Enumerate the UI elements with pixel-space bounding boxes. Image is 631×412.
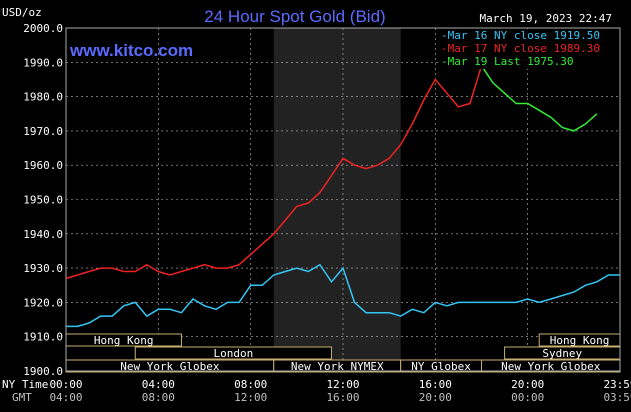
session-label: New York NYMEX — [291, 360, 384, 373]
session-bar — [134, 346, 332, 360]
x-tick-label-gmt: 00:00 — [511, 391, 544, 404]
y-tick-label: 1980.0 — [23, 91, 63, 104]
series-line — [66, 263, 620, 328]
x-tick-label-gmt: 04:00 — [49, 391, 82, 404]
y-tick-label: 1900.0 — [23, 365, 63, 378]
y-tick-label: 1950.0 — [23, 194, 63, 207]
gmt-label: GMT — [12, 391, 32, 404]
x-tick-label-gmt: 12:00 — [234, 391, 267, 404]
legend-entry: -Mar 17 NY close 1989.30 — [441, 42, 600, 55]
site-watermark: www.kitco.com — [69, 41, 193, 60]
session-label: Hong Kong — [94, 334, 154, 347]
y-tick-label: 1960.0 — [23, 159, 63, 172]
x-tick-label-ny: 16:00 — [419, 378, 452, 391]
x-axis-ticks: 00:0004:0004:0008:0008:0012:0012:0016:00… — [49, 378, 631, 404]
y-axis-ticks: 2000.0 1990.0 1980.0 1970.0 1960.0 1950.0 1940… — [23, 22, 63, 378]
session-label: New York Globex — [120, 360, 220, 373]
y-tick-label: 1930.0 — [23, 262, 63, 275]
y-tick-label: 1990.0 — [23, 56, 63, 69]
x-tick-label-ny: 23:59 — [603, 378, 631, 391]
legend-entry: -Mar 16 NY close 1919.50 — [441, 29, 600, 42]
series-line — [480, 65, 598, 132]
chart-title: 24 Hour Spot Gold (Bid) — [204, 7, 385, 26]
x-tick-label-gmt: 20:00 — [419, 391, 452, 404]
x-tick-label-ny: 20:00 — [511, 378, 544, 391]
x-tick-label-ny: 12:00 — [326, 378, 359, 391]
session-label: NY Globex — [411, 360, 471, 373]
session-label: Sydney — [542, 347, 582, 360]
legend-box — [438, 29, 618, 69]
x-tick-label-ny: 00:00 — [49, 378, 82, 391]
y-tick-label: 1910.0 — [23, 331, 63, 344]
plot-frame — [65, 27, 621, 372]
session-label: London — [213, 347, 253, 360]
x-tick-label-gmt: 16:00 — [326, 391, 359, 404]
x-tick-label-gmt: 08:00 — [142, 391, 175, 404]
session-label: New York Globex — [501, 360, 601, 373]
x-tick-label-gmt: 03:59 — [603, 391, 631, 404]
x-tick-label-ny: 04:00 — [142, 378, 175, 391]
price-series — [65, 65, 620, 328]
x-tick-label-ny: 08:00 — [234, 378, 267, 391]
session-label: Hong Kong — [550, 334, 610, 347]
unit-label: USD/oz — [2, 6, 42, 19]
ny-time-label: NY Time — [2, 378, 48, 391]
legend-entry: -Mar 19 Last 1975.30 — [441, 55, 573, 68]
legend: -Mar 16 NY close 1919.50-Mar 17 NY close… — [438, 29, 618, 69]
y-tick-label: 1920.0 — [23, 296, 63, 309]
timestamp: March 19, 2023 22:47 — [480, 12, 612, 25]
y-tick-label: 1970.0 — [23, 125, 63, 138]
series-line — [65, 65, 483, 280]
y-tick-label: 1940.0 — [23, 228, 63, 241]
y-tick-label: 2000.0 — [23, 22, 63, 35]
